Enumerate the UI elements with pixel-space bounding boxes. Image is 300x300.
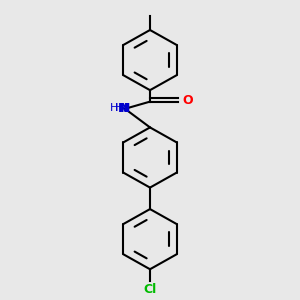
- Text: N: N: [120, 102, 130, 115]
- Text: H: H: [110, 103, 118, 113]
- Text: N: N: [118, 102, 129, 115]
- Text: H: H: [115, 103, 124, 113]
- Text: O: O: [183, 94, 193, 107]
- Text: Cl: Cl: [143, 283, 157, 296]
